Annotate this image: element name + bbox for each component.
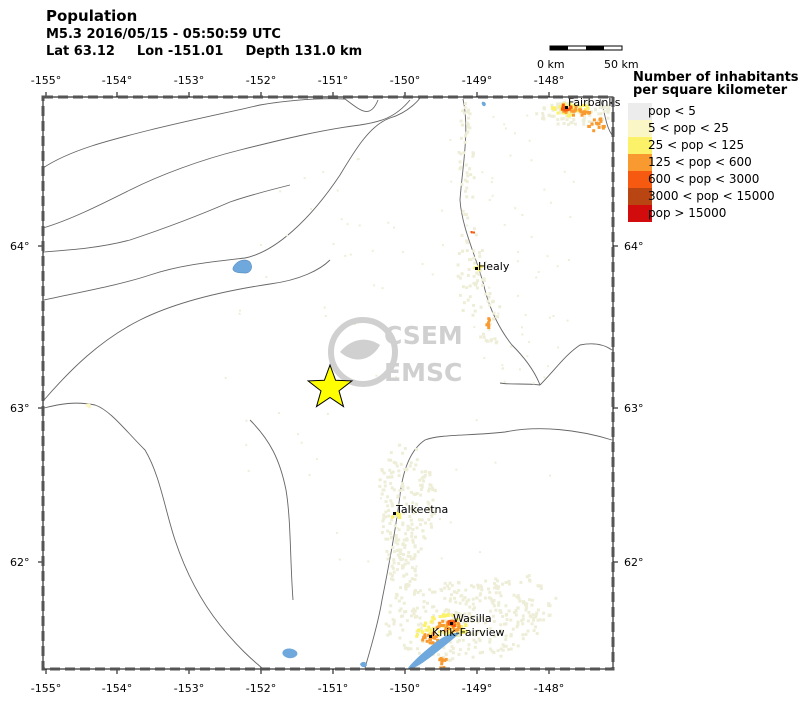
city-dot-knik <box>429 635 432 638</box>
scale-bar <box>549 45 623 51</box>
lon-label-top: -155° <box>31 74 61 87</box>
legend-swatch <box>628 103 652 120</box>
legend-label: pop > 15000 <box>648 206 727 220</box>
city-label-knik: Knik-Fairview <box>432 626 505 639</box>
city-dot-fairbanks <box>565 106 568 109</box>
lon-label-top: -149° <box>462 74 492 87</box>
legend-item: 25 < pop < 125 <box>628 137 798 154</box>
legend-item: 3000 < pop < 15000 <box>628 188 798 205</box>
lat-label-left: 63° <box>10 402 30 415</box>
lat-label-right: 63° <box>624 402 644 415</box>
legend-title-line1: Number of inhabitants <box>633 70 799 85</box>
lon-label-bottom: -148° <box>534 682 564 695</box>
legend-swatch <box>628 188 652 205</box>
city-label-healy: Healy <box>478 260 510 273</box>
legend-label: 600 < pop < 3000 <box>648 172 760 186</box>
lon-label-bottom: -151° <box>318 682 348 695</box>
city-markers: Fairbanks Healy Talkeetna Wasilla Knik-F… <box>393 96 621 639</box>
lon-label-bottom: -150° <box>390 682 420 695</box>
city-dot-talkeetna <box>393 512 396 515</box>
csem-emsc-watermark: CSEM EMSC <box>328 317 463 387</box>
event-info: M5.3 2016/05/15 - 05:50:59 UTC <box>46 27 281 42</box>
lat-label-left: 64° <box>10 240 30 253</box>
lon-label-top: -152° <box>246 74 276 87</box>
watermark-line1: CSEM <box>384 321 463 350</box>
city-label-talkeetna: Talkeetna <box>395 503 448 516</box>
lon-label-top: -154° <box>102 74 132 87</box>
population-density-layer <box>85 100 611 670</box>
legend-label: 5 < pop < 25 <box>648 121 729 135</box>
legend-item: 5 < pop < 25 <box>628 120 798 137</box>
event-lon: Lon -151.01 <box>136 44 224 59</box>
lon-label-bottom: -149° <box>462 682 492 695</box>
scale-left-label: 0 km <box>537 58 565 71</box>
legend-label: pop < 5 <box>648 104 696 118</box>
event-location: Lat 63.12 Lon -151.01 Depth 131.0 km <box>46 44 384 59</box>
lat-label-right: 62° <box>624 556 644 569</box>
lon-label-top: -153° <box>174 74 204 87</box>
legend-swatch <box>628 154 652 171</box>
lon-label-top: -151° <box>318 74 348 87</box>
legend-item: 125 < pop < 600 <box>628 154 798 171</box>
watermark-line2: EMSC <box>384 358 462 387</box>
epicenter-star-icon <box>306 363 354 408</box>
lat-label-left: 62° <box>10 556 30 569</box>
legend-title-line2: per square kilometer <box>633 83 788 98</box>
legend-label: 125 < pop < 600 <box>648 155 752 169</box>
lon-label-bottom: -155° <box>31 682 61 695</box>
water-bodies <box>232 101 486 669</box>
lon-label-top: -148° <box>534 74 564 87</box>
city-label-fairbanks: Fairbanks <box>568 96 621 109</box>
legend-swatch <box>628 120 652 137</box>
city-label-wasilla: Wasilla <box>453 612 492 625</box>
lat-label-right: 64° <box>624 240 644 253</box>
legend-item: pop < 5 <box>628 103 798 120</box>
legend-swatch <box>628 171 652 188</box>
event-lat: Lat 63.12 <box>46 44 115 59</box>
map-frame <box>41 95 615 671</box>
legend-swatch <box>628 137 652 154</box>
legend-label: 25 < pop < 125 <box>648 138 745 152</box>
legend-item: pop > 15000 <box>628 205 798 222</box>
lon-label-bottom: -153° <box>174 682 204 695</box>
map-title: Population <box>46 7 138 25</box>
legend-swatch <box>628 205 652 222</box>
lon-label-top: -150° <box>390 74 420 87</box>
city-dot-healy <box>475 267 478 270</box>
boundary-lines <box>42 97 613 669</box>
legend-item: 600 < pop < 3000 <box>628 171 798 188</box>
scale-right-label: 50 km <box>604 58 639 71</box>
city-dot-wasilla <box>450 622 453 625</box>
lon-label-bottom: -154° <box>102 682 132 695</box>
lon-label-bottom: -152° <box>246 682 276 695</box>
axis-ticks: -155° -155° -154° -154° -153° -153° -152° -152°… <box>10 74 644 695</box>
legend-label: 3000 < pop < 15000 <box>648 189 775 203</box>
event-depth: Depth 131.0 km <box>245 44 363 59</box>
